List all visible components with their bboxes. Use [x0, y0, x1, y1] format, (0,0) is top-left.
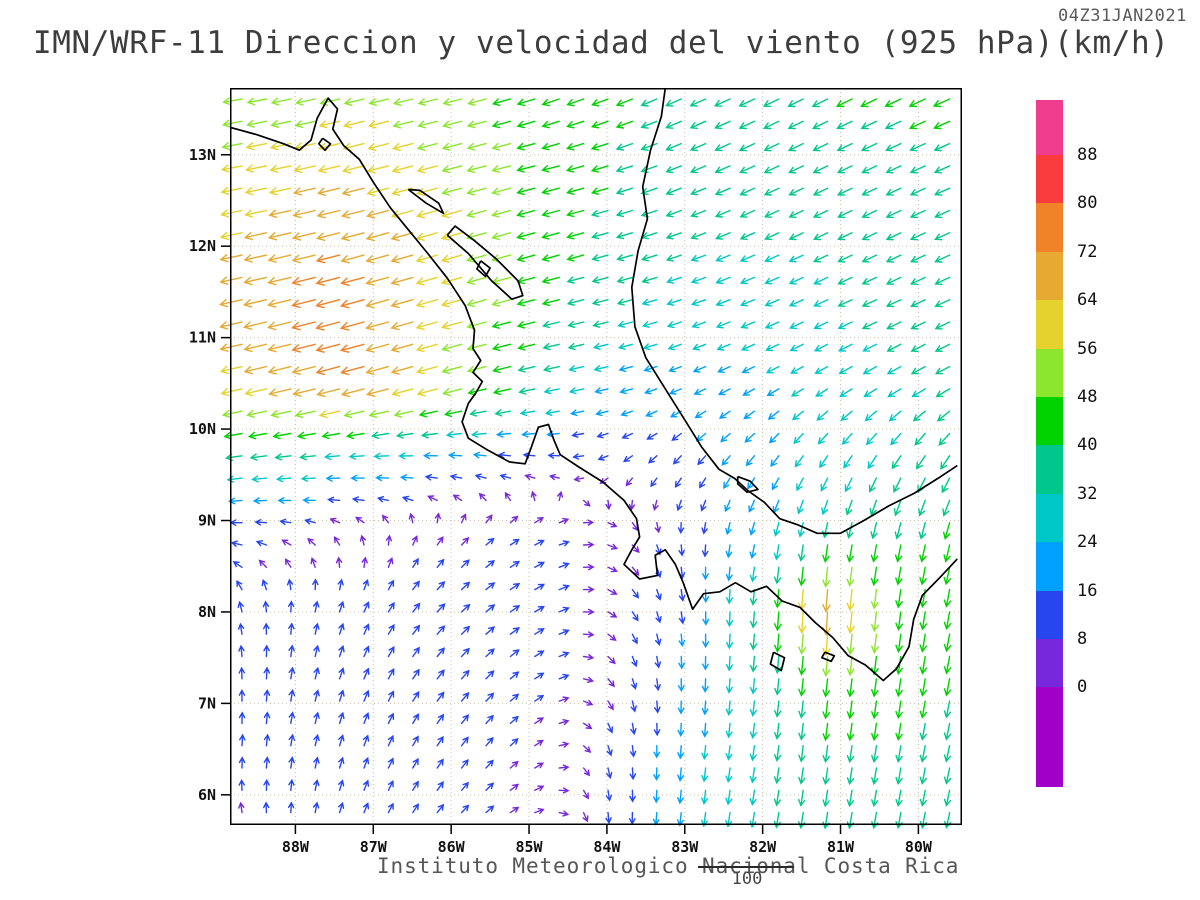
lat-axis-label: 10N: [189, 420, 216, 438]
lon-axis-label: 83W: [671, 838, 699, 856]
colorbar-label: 80: [1077, 193, 1098, 214]
lat-axis-label: 9N: [198, 512, 216, 530]
lon-axis-label: 85W: [515, 838, 543, 856]
strike-line: [698, 866, 794, 868]
lon-axis-label: 82W: [749, 838, 777, 856]
colorbar-label: 16: [1077, 580, 1098, 601]
lon-axis-label: 88W: [282, 838, 310, 856]
lon-axis-label: 84W: [593, 838, 621, 856]
pacific-coast: [229, 97, 958, 682]
lake-managua: [407, 188, 445, 215]
colorbar-segment: [1036, 445, 1063, 494]
lake-nicaragua: [446, 225, 524, 301]
colorbar-segment: [1036, 542, 1063, 591]
coastlines: [229, 87, 958, 682]
colorbar-segment: [1036, 300, 1063, 349]
page-indicator: 100: [731, 869, 763, 889]
colorbar-segment: [1036, 100, 1063, 155]
caribbean-coast: [630, 87, 958, 535]
lat-axis-label: 13N: [189, 146, 216, 164]
ometepe-island: [476, 260, 491, 278]
colorbar-segment: [1036, 155, 1063, 204]
coiba-island: [769, 651, 786, 672]
colorbar-segment: [1036, 493, 1063, 543]
colorbar-label: 56: [1077, 338, 1098, 359]
colorbar-segment: [1036, 687, 1063, 788]
speed-colorbar: 88 80 72 64 56 48 40 32 24 16 8 0: [1036, 100, 1166, 800]
cebaco-island: [820, 651, 836, 663]
colorbar-label: 32: [1077, 483, 1098, 504]
lat-axis-label: 11N: [189, 329, 216, 347]
lat-axis-label: 7N: [198, 694, 216, 712]
colorbar-segment: [1036, 396, 1063, 446]
colorbar-segment: [1036, 251, 1063, 301]
lat-axis-label: 12N: [189, 237, 216, 255]
bocas-islands: [736, 475, 759, 494]
colorbar-segment: [1036, 348, 1063, 397]
wind-map-svg: 13N 12N 11N 10N 9N 8N 7N 6N 88W 87W 86W 85W 84W 83W 82…: [189, 87, 962, 856]
colorbar-segment: [1036, 590, 1063, 639]
colorbar-label: 64: [1077, 290, 1098, 311]
colorbar-label: 48: [1077, 387, 1098, 407]
colorbar-segment: [1036, 203, 1063, 252]
lon-axis-label: 86W: [438, 838, 466, 856]
colorbar-gradient: [1036, 100, 1063, 788]
colorbar-label: 88: [1077, 145, 1098, 165]
footer-credit: Instituto Meteorologico Nacional Costa R…: [377, 854, 960, 878]
map-border: [230, 88, 962, 825]
lon-axis-label: 80W: [905, 838, 933, 856]
colorbar-label: 24: [1077, 532, 1098, 553]
wind-vectors: [218, 97, 952, 830]
lon-axis-label: 81W: [827, 838, 855, 856]
wind-map: 13N 12N 11N 10N 9N 8N 7N 6N 88W 87W 86W 85W 84W 83W 82…: [189, 87, 962, 856]
lon-axis-label: 87W: [360, 838, 388, 856]
lat-axis-label: 6N: [198, 786, 216, 804]
chart-title: IMN/WRF-11 Direccion y velocidad del vie…: [33, 25, 1170, 61]
colorbar-label: 72: [1077, 241, 1098, 262]
axis-labels: 13N 12N 11N 10N 9N 8N 7N 6N 88W 87W 86W 85W 84W 83W 82…: [189, 146, 933, 856]
valid-time-label: 04Z31JAN2021: [1058, 6, 1187, 26]
lat-axis-label: 8N: [198, 603, 216, 621]
axis-ticks: [221, 154, 920, 834]
colorbar-label: 40: [1077, 435, 1098, 456]
colorbar-label: 0: [1077, 677, 1088, 698]
colorbar-segment: [1036, 638, 1063, 688]
fonseca-island: [317, 137, 332, 152]
colorbar-label: 8: [1077, 629, 1088, 649]
